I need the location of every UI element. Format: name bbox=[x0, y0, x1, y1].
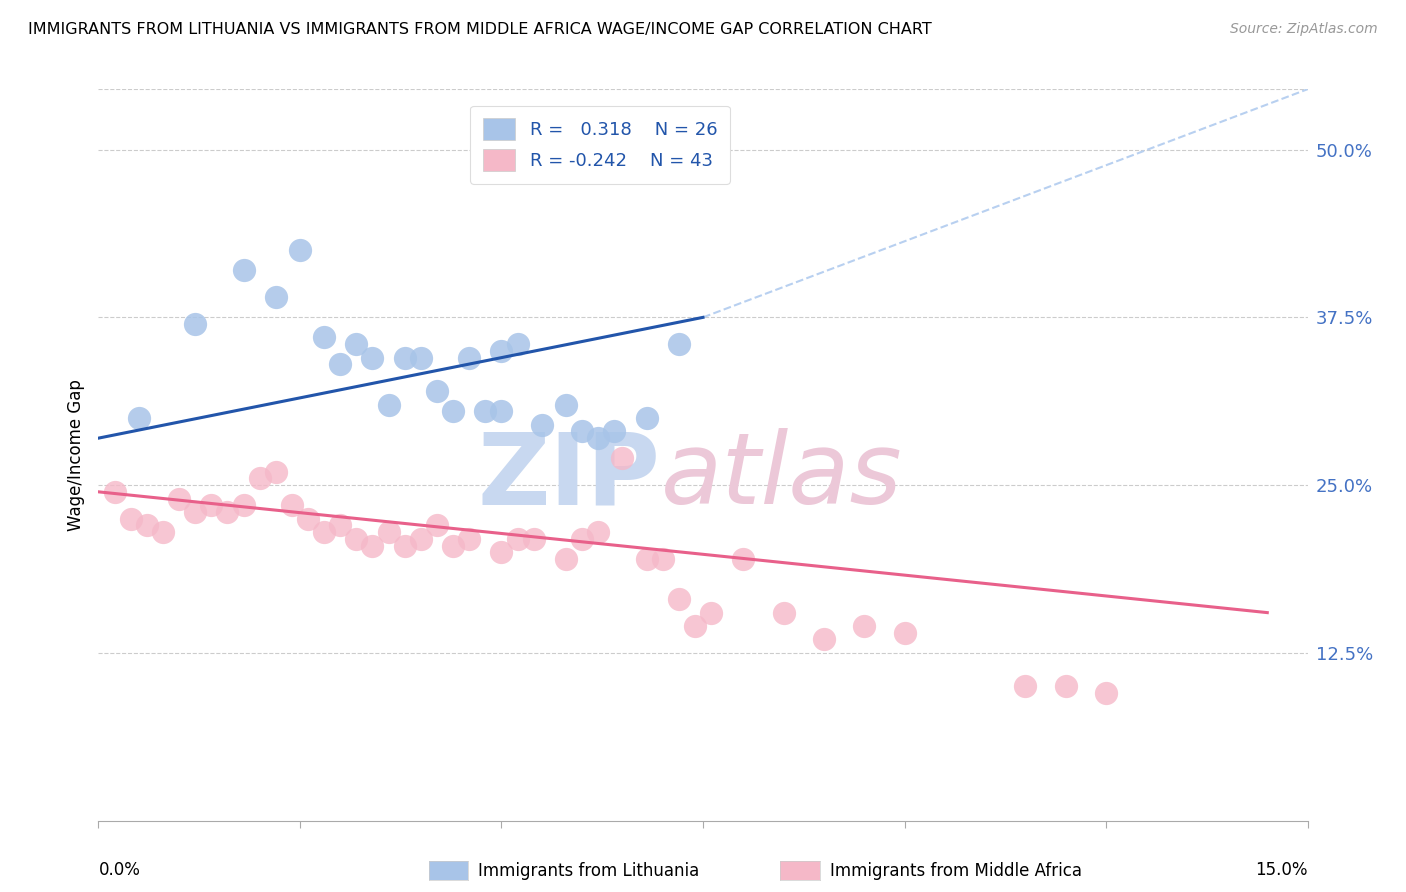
Point bbox=[636, 411, 658, 425]
Point bbox=[344, 337, 367, 351]
Point bbox=[733, 552, 755, 566]
Point bbox=[636, 552, 658, 566]
Point bbox=[772, 606, 794, 620]
Point bbox=[314, 525, 336, 540]
Point bbox=[586, 431, 609, 445]
Point bbox=[361, 539, 384, 553]
Legend: R =   0.318    N = 26, R = -0.242    N = 43: R = 0.318 N = 26, R = -0.242 N = 43 bbox=[470, 105, 730, 184]
Point bbox=[668, 337, 690, 351]
Point bbox=[394, 351, 416, 365]
Point bbox=[409, 351, 432, 365]
Point bbox=[586, 525, 609, 540]
Point bbox=[491, 545, 513, 559]
Point bbox=[426, 518, 449, 533]
Point bbox=[232, 498, 254, 512]
Point bbox=[668, 592, 690, 607]
Point bbox=[474, 404, 496, 418]
Point bbox=[530, 417, 553, 432]
Point bbox=[555, 398, 578, 412]
Point bbox=[441, 404, 464, 418]
Point bbox=[217, 505, 239, 519]
Text: IMMIGRANTS FROM LITHUANIA VS IMMIGRANTS FROM MIDDLE AFRICA WAGE/INCOME GAP CORRE: IMMIGRANTS FROM LITHUANIA VS IMMIGRANTS … bbox=[28, 22, 932, 37]
Point bbox=[506, 337, 529, 351]
Point bbox=[409, 532, 432, 546]
Point bbox=[377, 398, 399, 412]
Point bbox=[491, 404, 513, 418]
Point bbox=[103, 484, 125, 499]
Point bbox=[152, 525, 174, 540]
Point bbox=[249, 471, 271, 485]
Point bbox=[813, 632, 835, 647]
Point bbox=[184, 317, 207, 331]
Point bbox=[612, 451, 634, 466]
Point bbox=[700, 606, 723, 620]
Point bbox=[184, 505, 207, 519]
Point bbox=[264, 290, 287, 304]
Point bbox=[571, 425, 593, 439]
Point bbox=[135, 518, 157, 533]
Point bbox=[555, 552, 578, 566]
Point bbox=[394, 539, 416, 553]
Text: ZIP: ZIP bbox=[478, 428, 661, 525]
Point bbox=[314, 330, 336, 344]
Point bbox=[523, 532, 546, 546]
Point bbox=[264, 465, 287, 479]
Point bbox=[120, 511, 142, 525]
Point bbox=[603, 425, 626, 439]
Point bbox=[893, 625, 915, 640]
Point bbox=[344, 532, 367, 546]
Point bbox=[361, 351, 384, 365]
Point bbox=[377, 525, 399, 540]
Point bbox=[128, 411, 150, 425]
Point bbox=[200, 498, 222, 512]
Point bbox=[683, 619, 706, 633]
Text: 0.0%: 0.0% bbox=[98, 861, 141, 879]
Text: Immigrants from Middle Africa: Immigrants from Middle Africa bbox=[830, 862, 1081, 880]
Point bbox=[329, 357, 352, 371]
Text: Immigrants from Lithuania: Immigrants from Lithuania bbox=[478, 862, 699, 880]
Point bbox=[571, 532, 593, 546]
Text: Source: ZipAtlas.com: Source: ZipAtlas.com bbox=[1230, 22, 1378, 37]
Point bbox=[458, 351, 481, 365]
Point bbox=[491, 343, 513, 358]
Point bbox=[458, 532, 481, 546]
Text: 15.0%: 15.0% bbox=[1256, 861, 1308, 879]
Point bbox=[167, 491, 190, 506]
Point bbox=[329, 518, 352, 533]
Point bbox=[426, 384, 449, 399]
Point bbox=[232, 263, 254, 277]
Point bbox=[297, 511, 319, 525]
Point bbox=[1054, 680, 1077, 694]
Point bbox=[441, 539, 464, 553]
Point bbox=[506, 532, 529, 546]
Text: atlas: atlas bbox=[661, 428, 903, 525]
Point bbox=[1095, 686, 1118, 700]
Point bbox=[288, 244, 311, 258]
Point bbox=[1014, 680, 1036, 694]
Point bbox=[281, 498, 304, 512]
Point bbox=[853, 619, 876, 633]
Y-axis label: Wage/Income Gap: Wage/Income Gap bbox=[66, 379, 84, 531]
Point bbox=[651, 552, 673, 566]
